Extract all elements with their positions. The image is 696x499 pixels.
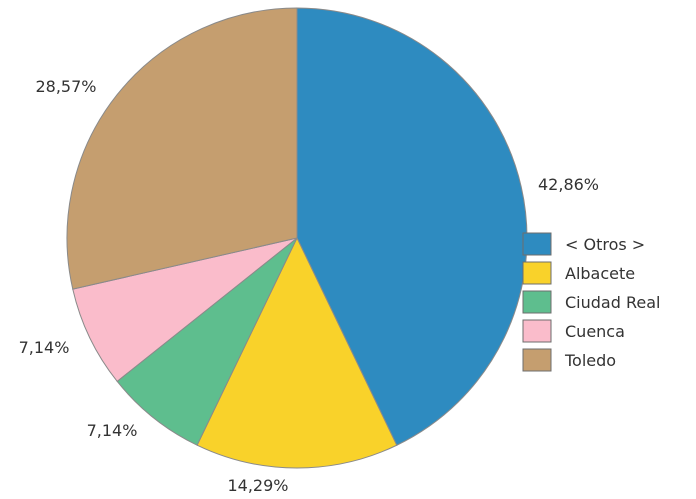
pie-slices — [66, 7, 528, 469]
slice-label-albacete: 14,29% — [227, 476, 288, 495]
legend-swatch-toledo — [522, 348, 552, 372]
legend-label-cuenca: Cuenca — [565, 322, 625, 341]
legend-swatch-cuenca — [522, 319, 552, 343]
pie-slice-cuenca — [72, 237, 298, 383]
legend: < Otros > Albacete Ciudad Real Cuenca Toledo — [522, 232, 660, 372]
legend-label-albacete: Albacete — [565, 264, 635, 283]
pie-slice-otros — [296, 7, 528, 446]
slice-label-ciudad-real: 7,14% — [87, 421, 138, 440]
legend-label-otros: < Otros > — [565, 235, 645, 254]
slice-labels: 42,86% 14,29% 7,14% 7,14% 28,57% — [19, 77, 599, 495]
pie-slice-toledo — [66, 7, 298, 290]
legend-swatch-albacete — [522, 261, 552, 285]
slice-label-cuenca: 7,14% — [19, 338, 70, 357]
legend-label-toledo: Toledo — [564, 351, 616, 370]
pie-slice-albacete — [196, 236, 398, 469]
legend-swatch-otros — [522, 232, 552, 256]
legend-label-ciudad-real: Ciudad Real — [565, 293, 660, 312]
legend-swatch-ciudad-real — [522, 290, 552, 314]
slice-label-toledo: 28,57% — [35, 77, 96, 96]
pie-slice-ciudad-real — [116, 237, 298, 446]
slice-label-otros: 42,86% — [538, 175, 599, 194]
